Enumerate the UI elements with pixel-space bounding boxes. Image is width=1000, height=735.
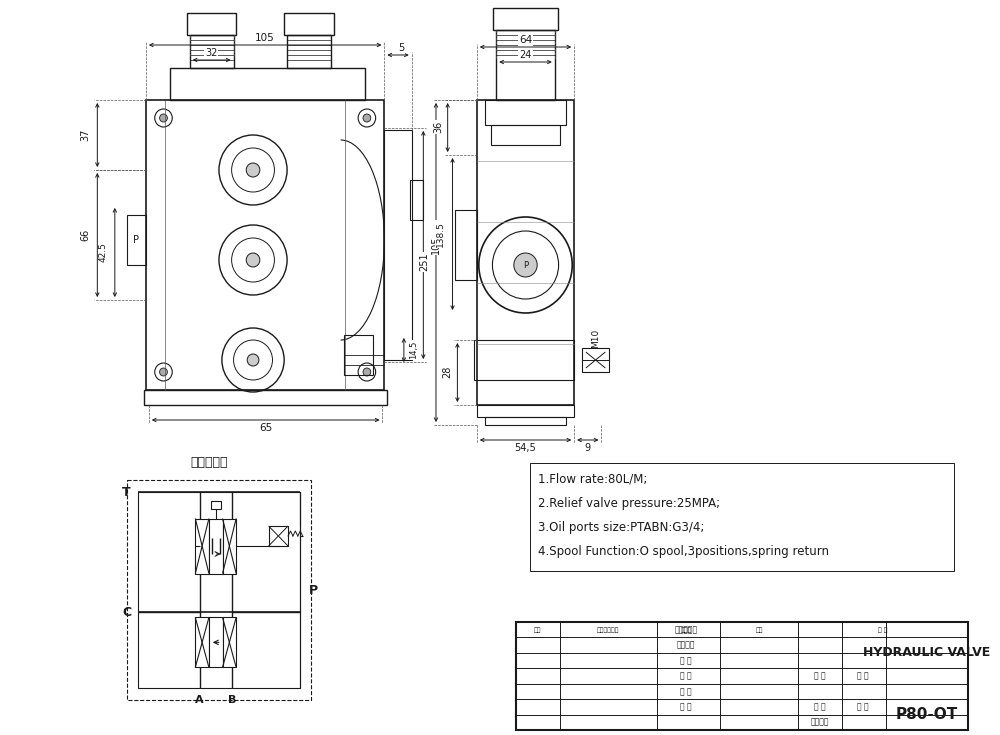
Text: M10: M10 xyxy=(591,329,600,348)
Text: 更改人: 更改人 xyxy=(680,627,692,633)
Bar xyxy=(195,518,209,573)
Text: 4.Spool Function:O spool,3positions,spring return: 4.Spool Function:O spool,3positions,spri… xyxy=(538,545,829,558)
Text: 工艺检查: 工艺检查 xyxy=(677,641,695,650)
Bar xyxy=(485,100,566,125)
Text: 32: 32 xyxy=(205,48,217,58)
Text: 标记: 标记 xyxy=(533,627,541,633)
Bar xyxy=(209,617,223,667)
Bar xyxy=(187,13,236,35)
Bar xyxy=(410,180,423,220)
Bar xyxy=(127,215,146,265)
Bar xyxy=(209,518,223,573)
Bar xyxy=(223,518,236,573)
Text: 9: 9 xyxy=(585,443,591,453)
Text: P: P xyxy=(133,235,139,245)
Circle shape xyxy=(160,114,167,122)
Text: B: B xyxy=(228,695,236,705)
Bar xyxy=(146,100,384,390)
Circle shape xyxy=(246,253,260,267)
Text: 图样标记: 图样标记 xyxy=(810,718,829,727)
Text: A: A xyxy=(195,695,204,705)
Bar xyxy=(485,417,566,425)
Bar xyxy=(493,8,558,30)
Text: P80-OT: P80-OT xyxy=(896,707,958,722)
Circle shape xyxy=(363,114,371,122)
Bar xyxy=(491,125,560,145)
Text: 105: 105 xyxy=(431,236,441,254)
Text: 24: 24 xyxy=(519,50,532,60)
Text: 5: 5 xyxy=(398,43,404,53)
Text: HYDRAULIC VALVE: HYDRAULIC VALVE xyxy=(863,646,991,659)
Text: 描 图: 描 图 xyxy=(680,672,692,681)
Text: 54,5: 54,5 xyxy=(515,443,536,453)
Text: 105: 105 xyxy=(255,33,275,43)
Bar xyxy=(190,35,234,68)
Bar xyxy=(477,100,574,405)
Text: 液压原理图: 液压原理图 xyxy=(190,456,228,468)
Bar xyxy=(455,210,477,280)
Text: 校 对: 校 对 xyxy=(680,656,692,665)
Bar xyxy=(138,492,300,688)
Text: 日期: 日期 xyxy=(755,627,763,633)
Text: 制 图: 制 图 xyxy=(680,687,692,696)
Text: 251: 251 xyxy=(419,253,429,271)
Bar xyxy=(127,480,311,700)
Circle shape xyxy=(247,354,259,366)
Text: 138.5: 138.5 xyxy=(436,221,445,247)
Circle shape xyxy=(160,368,167,376)
Bar xyxy=(269,526,288,546)
Text: 3.Oil ports size:PTABN:G3/4;: 3.Oil ports size:PTABN:G3/4; xyxy=(538,520,705,534)
Bar xyxy=(223,617,236,667)
Bar xyxy=(582,348,609,372)
Text: T: T xyxy=(122,486,131,498)
Bar xyxy=(516,622,968,730)
Bar xyxy=(284,13,334,35)
Text: 重 量: 重 量 xyxy=(814,703,825,711)
Bar xyxy=(384,130,412,360)
Text: 1.Flow rate:80L/M;: 1.Flow rate:80L/M; xyxy=(538,473,648,486)
Bar xyxy=(477,405,574,417)
Text: 64: 64 xyxy=(519,35,532,45)
Text: 14,5: 14,5 xyxy=(409,341,418,359)
Bar xyxy=(530,463,954,571)
Text: 28: 28 xyxy=(443,366,453,379)
Circle shape xyxy=(246,163,260,177)
Text: 签 字: 签 字 xyxy=(878,627,888,633)
Text: 共 局: 共 局 xyxy=(814,672,825,681)
Text: 比 例: 比 例 xyxy=(857,703,869,711)
Bar xyxy=(170,68,365,100)
Text: 2.Relief valve pressure:25MPA;: 2.Relief valve pressure:25MPA; xyxy=(538,497,720,509)
Text: 第 局: 第 局 xyxy=(857,672,869,681)
Circle shape xyxy=(514,253,537,277)
Text: 更改内容概要: 更改内容概要 xyxy=(597,627,619,633)
Bar xyxy=(195,617,209,667)
Bar xyxy=(211,501,221,509)
Text: 标准化检查: 标准化检查 xyxy=(675,625,698,634)
Text: P: P xyxy=(523,260,528,270)
Text: 66: 66 xyxy=(81,229,91,241)
Text: 设 计: 设 计 xyxy=(680,703,692,711)
Text: 65: 65 xyxy=(259,423,272,433)
Bar xyxy=(287,35,331,68)
Text: 42.5: 42.5 xyxy=(99,242,108,262)
Bar xyxy=(144,390,387,405)
Bar xyxy=(496,30,555,100)
Text: 37: 37 xyxy=(81,129,91,141)
Circle shape xyxy=(363,368,371,376)
Text: C: C xyxy=(122,606,131,618)
Bar xyxy=(344,335,373,375)
Text: 36: 36 xyxy=(433,121,443,133)
Bar xyxy=(474,340,574,380)
Text: P: P xyxy=(309,584,318,597)
